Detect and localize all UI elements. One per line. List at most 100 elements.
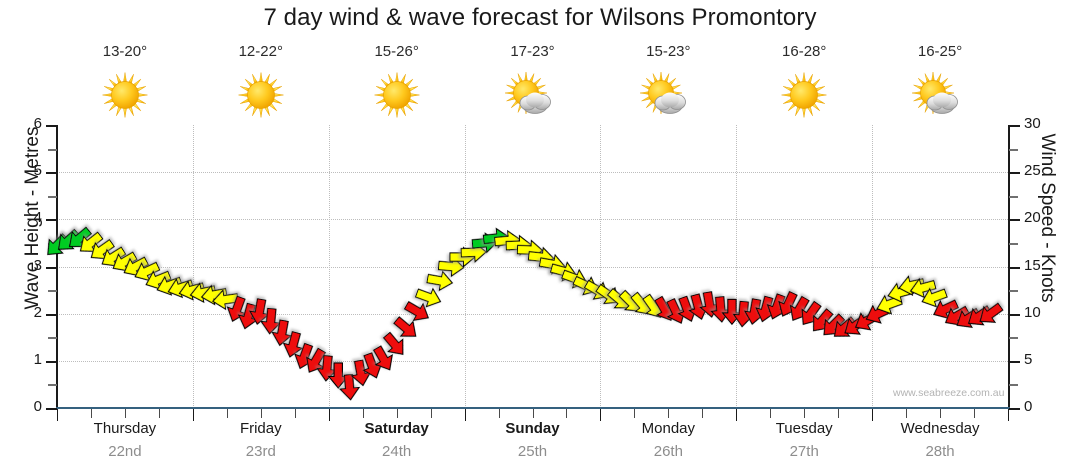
right-axis-tick-label: 30 [1024,115,1041,132]
x-axis-tick [124,409,126,418]
right-axis-tick [1009,408,1020,410]
temperature-label-tuesday: 16-28° [782,43,827,60]
sun-cloud-icon [608,70,728,122]
left-axis-tick-label: 0 [33,398,42,415]
day-name-sunday: Sunday [505,420,560,437]
right-axis-tick-minor [1009,384,1018,387]
x-axis-tick [226,409,228,418]
x-axis-tick [498,409,500,418]
x-axis-tick [770,409,772,418]
left-axis-tick-minor [48,384,57,387]
right-axis-tick-label: 20 [1024,209,1041,227]
gridline-horizontal [57,172,1008,174]
left-axis-tick-label: 2 [33,303,42,321]
x-axis-tick [532,409,534,418]
left-axis-tick-label: 6 [33,115,42,132]
x-axis-tick [974,409,976,418]
gridline-day-boundary [464,125,466,408]
sun-cloud-icon [473,70,593,122]
left-axis-tick-minor [48,337,57,340]
right-axis-title: Wind Speed - Knots [1037,133,1058,303]
x-axis-tick-major [464,409,466,421]
x-axis-tick [804,409,806,418]
left-axis-tick-label: 1 [33,350,42,368]
gridline-day-boundary [736,125,738,408]
right-axis-tick [1009,219,1020,222]
gridline-day-boundary [328,125,330,408]
left-axis-tick [46,313,57,316]
bottom-axis-line [56,407,1010,409]
x-axis-tick-major [57,409,58,421]
right-axis-tick-minor [1009,148,1018,151]
gridline-day-boundary [600,125,602,408]
left-axis-tick-minor [48,195,57,198]
right-axis-tick-minor [1009,242,1018,245]
day-date-thursday: 22nd [108,443,142,460]
gridline-horizontal [57,360,1008,362]
x-axis-tick [158,409,160,418]
gridline-day-boundary [872,125,874,408]
right-axis-tick-minor [1009,337,1018,340]
left-axis-tick-label: 5 [33,162,42,180]
right-axis-tick-label: 15 [1024,256,1041,274]
gridline-day-boundary [192,125,194,408]
right-axis-tick-label: 10 [1024,303,1041,321]
x-axis-tick [906,409,908,418]
x-axis-tick [396,409,398,418]
left-axis-tick-minor [48,148,57,151]
sun-icon [744,70,864,122]
left-axis-tick [46,219,57,222]
left-axis-tick [46,266,57,269]
right-axis-tick-minor [1009,195,1018,198]
right-axis-tick-label: 0 [1024,398,1033,415]
left-axis-line [56,125,58,408]
temperature-label-saturday: 15-26° [374,43,419,60]
day-name-monday: Monday [641,420,696,437]
day-date-wednesday: 28th [925,443,955,460]
sun-icon [201,70,321,122]
left-axis-tick-minor [48,290,57,293]
left-axis-tick-label: 3 [33,256,42,274]
left-axis-tick [46,125,57,127]
left-axis-tick [46,360,57,363]
left-axis-tick [46,172,57,175]
x-axis-tick-major [600,409,602,421]
right-axis-tick [1009,172,1020,175]
x-axis-tick [634,409,636,418]
x-axis-tick [838,409,840,418]
right-axis-tick [1009,266,1020,269]
x-axis-tick-major [872,409,874,421]
day-date-friday: 23rd [245,443,276,460]
day-date-sunday: 25th [517,443,548,460]
day-name-tuesday: Tuesday [775,420,833,437]
sun-icon [337,70,457,122]
temperature-label-thursday: 13-20° [102,43,148,60]
x-axis-tick-major [1008,409,1009,421]
x-axis-tick [260,409,262,418]
watermark: www.seabreeze.com.au [893,387,1005,399]
x-axis-tick [668,409,670,418]
right-axis-tick [1009,313,1020,316]
x-axis-tick [430,409,432,418]
left-axis-title: Wave Height - Metres [22,126,43,310]
left-axis-tick-label: 4 [33,209,42,227]
temperature-label-sunday: 17-23° [510,43,555,60]
sun-cloud-icon [880,70,1000,122]
x-axis-tick-major [328,409,330,421]
x-axis-tick [90,409,92,418]
temperature-label-friday: 12-22° [238,43,283,60]
temperature-label-monday: 15-23° [646,43,691,60]
x-axis-tick-major [736,409,738,421]
right-axis-tick-label: 5 [1024,350,1033,368]
x-axis-tick [362,409,364,418]
gridline-horizontal [57,313,1008,315]
day-name-wednesday: Wednesday [900,420,980,437]
left-axis-tick-minor [48,242,57,245]
x-axis-tick [566,409,568,418]
right-axis-tick-minor [1009,290,1018,293]
day-date-monday: 26th [653,443,683,460]
gridline-horizontal [57,219,1008,221]
day-name-saturday: Saturday [364,420,429,437]
x-axis-tick [702,409,704,418]
